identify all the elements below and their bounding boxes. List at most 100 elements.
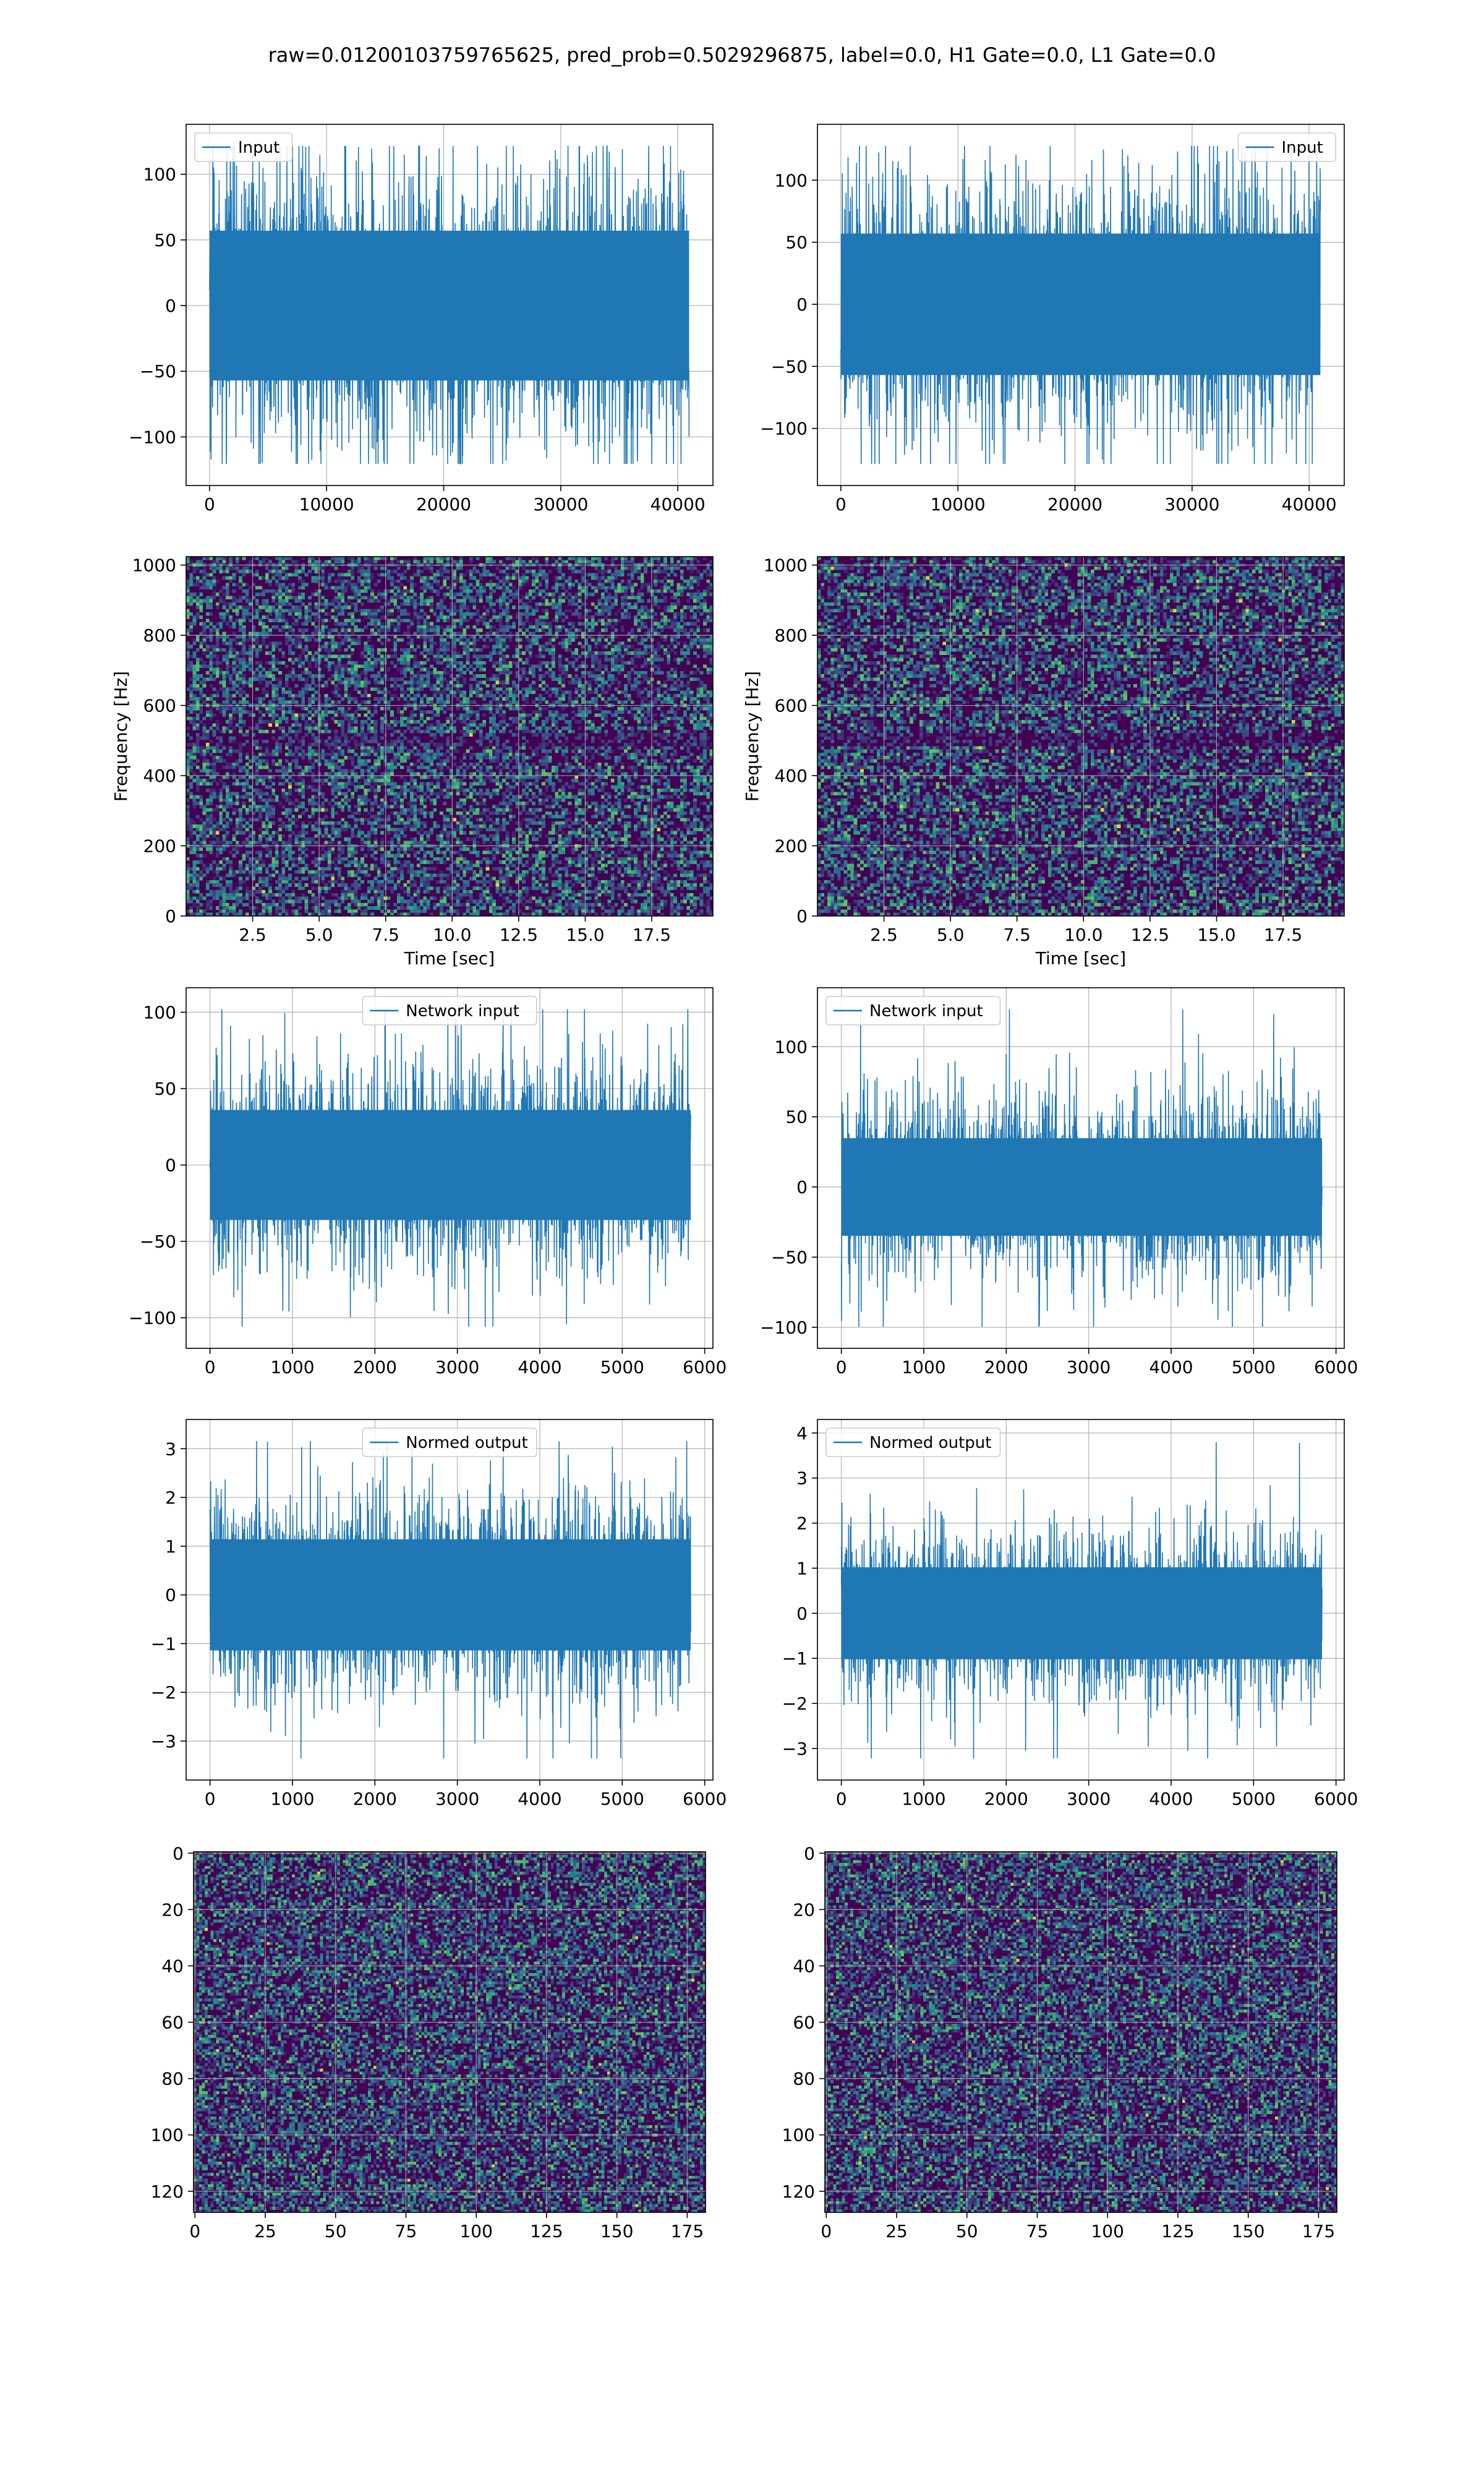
heatmap-cell — [186, 602, 190, 606]
heatmap-cell — [426, 576, 430, 580]
heatmap-cell — [548, 716, 552, 721]
heatmap-cell — [433, 687, 437, 691]
heatmap-cell — [637, 566, 641, 570]
heatmap-cell — [308, 723, 312, 727]
heatmap-cell — [386, 612, 391, 616]
heatmap-cell — [488, 693, 493, 698]
heatmap-cell — [532, 680, 535, 685]
heatmap-cell — [324, 706, 328, 711]
heatmap-cell — [597, 618, 602, 623]
heatmap-cell — [498, 648, 503, 652]
heatmap-cell — [370, 596, 374, 600]
subplot-r2c1: 2.5 5.0 7.5 10.0 12.5 15.0 17.5020040060080010… — [111, 555, 714, 969]
heatmap-cell — [403, 667, 407, 672]
heatmap-cell — [205, 586, 210, 590]
heatmap-cell — [703, 716, 707, 721]
heatmap-cell — [663, 697, 667, 701]
heatmap-cell — [304, 723, 309, 727]
heatmap-cell — [597, 586, 602, 590]
heatmap-cell — [436, 557, 440, 560]
heatmap-cell — [331, 743, 335, 747]
heatmap-cell — [453, 618, 457, 623]
heatmap-cell — [262, 576, 266, 580]
heatmap-cell — [212, 651, 216, 655]
heatmap-cell — [205, 579, 210, 583]
heatmap-cell — [268, 700, 272, 704]
heatmap-cell — [406, 651, 411, 655]
heatmap-cell — [472, 638, 477, 642]
heatmap-cell — [189, 706, 194, 711]
heatmap-cell — [699, 596, 704, 600]
heatmap-cell — [291, 631, 296, 636]
heatmap-cell — [581, 706, 585, 711]
heatmap-cell — [466, 661, 470, 665]
heatmap-cell — [271, 589, 276, 593]
heatmap-cell — [584, 573, 589, 577]
heatmap-cell — [703, 622, 707, 626]
heatmap-cell — [413, 609, 417, 613]
heatmap-cell — [508, 625, 513, 629]
heatmap-cell — [288, 635, 292, 639]
heatmap-cell — [436, 674, 440, 678]
heatmap-cell — [262, 589, 266, 593]
heatmap-cell — [505, 661, 510, 665]
heatmap-cell — [229, 615, 232, 619]
heatmap-cell — [548, 638, 552, 642]
heatmap-cell — [222, 576, 226, 580]
heatmap-cell — [488, 618, 493, 623]
heatmap-cell — [380, 622, 384, 626]
heatmap-cell — [334, 687, 338, 691]
heatmap-cell — [327, 697, 331, 701]
heatmap-cell — [518, 677, 522, 682]
heatmap-cell — [225, 593, 229, 596]
heatmap-cell — [396, 560, 401, 563]
axes-frame — [817, 124, 1345, 486]
heatmap-cell — [673, 638, 677, 642]
heatmap-cell — [505, 644, 510, 649]
heatmap-cell — [670, 638, 674, 642]
heatmap-cell — [281, 570, 286, 573]
heatmap-cell — [495, 576, 500, 580]
heatmap-cell — [492, 723, 496, 727]
heatmap-cell — [600, 622, 605, 626]
heatmap-cell — [430, 602, 433, 606]
heatmap-cell — [578, 720, 582, 724]
heatmap-cell — [512, 720, 516, 724]
heatmap-cell — [373, 739, 378, 743]
heatmap-cell — [640, 700, 644, 704]
heatmap-cell — [584, 622, 589, 626]
heatmap-cell — [284, 593, 289, 596]
heatmap-cell — [604, 596, 608, 600]
heatmap-cell — [284, 557, 289, 560]
heatmap-cell — [304, 677, 309, 682]
heatmap-cell — [578, 589, 582, 593]
heatmap-cell — [488, 560, 493, 563]
heatmap-cell — [202, 733, 207, 737]
heatmap-cell — [318, 657, 322, 662]
heatmap-cell — [548, 648, 552, 652]
heatmap-cell — [479, 690, 483, 695]
heatmap-cell — [291, 729, 296, 734]
heatmap-cell — [604, 638, 608, 642]
heatmap-cell — [680, 726, 684, 730]
heatmap-cell — [430, 664, 433, 668]
heatmap-cell — [693, 599, 697, 603]
heatmap-cell — [318, 654, 322, 659]
heatmap-cell — [301, 579, 305, 583]
heatmap-cell — [492, 612, 496, 616]
heatmap-cell — [324, 648, 328, 652]
heatmap-cell — [568, 680, 572, 685]
heatmap-cell — [459, 586, 463, 590]
heatmap-cell — [508, 615, 513, 619]
heatmap-cell — [406, 641, 411, 646]
heatmap-cell — [436, 690, 440, 695]
heatmap-cell — [591, 690, 595, 695]
heatmap-cell — [657, 579, 661, 583]
heatmap-cell — [610, 697, 615, 701]
heatmap-cell — [689, 593, 694, 596]
heatmap-cell — [548, 628, 552, 632]
heatmap-cell — [278, 609, 282, 613]
heatmap-cell — [644, 710, 647, 714]
heatmap-cell — [314, 736, 318, 740]
heatmap-cell — [364, 706, 368, 711]
